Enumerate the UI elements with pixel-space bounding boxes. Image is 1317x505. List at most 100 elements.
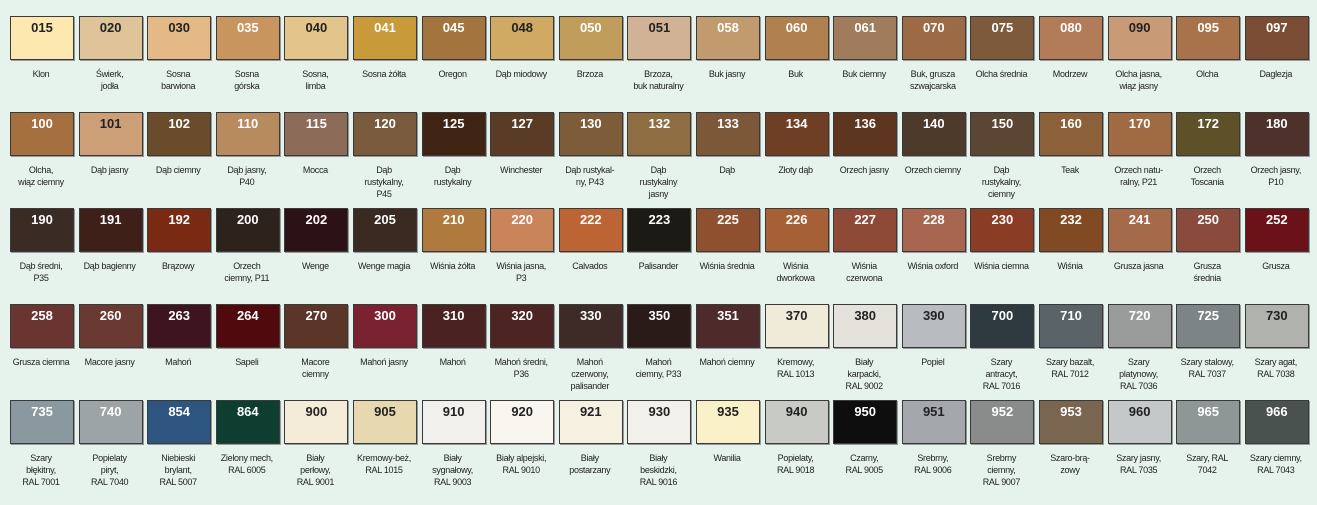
swatch-name: Dąb rustykalny, P45 xyxy=(364,165,404,199)
swatch: 960 xyxy=(1107,400,1172,444)
swatch: 905 xyxy=(353,400,417,444)
swatch: 132 xyxy=(627,112,692,156)
swatch-name: Olcha jasna, wiąz jasny xyxy=(1115,69,1162,91)
swatch-code: 202 xyxy=(305,212,328,227)
swatch-code: 953 xyxy=(1060,404,1082,419)
swatch-code: 725 xyxy=(1197,308,1220,323)
swatch: 170 xyxy=(1107,112,1172,156)
swatch-code: 127 xyxy=(511,116,534,131)
swatch-code: 192 xyxy=(168,212,191,227)
swatch-code: 180 xyxy=(1265,116,1288,131)
swatch: 370 xyxy=(764,304,829,348)
swatch-code: 015 xyxy=(31,20,53,35)
swatch: 090 xyxy=(1107,16,1172,60)
swatch-name: Sosna barwiona xyxy=(161,69,196,91)
swatch-code: 320 xyxy=(511,308,534,323)
swatch: 264 xyxy=(215,304,280,348)
swatch-name: Kremowy-beż, RAL 1015 xyxy=(357,453,411,475)
swatch: 300 xyxy=(353,304,417,348)
swatch: 051 xyxy=(627,16,692,60)
swatch-name: Modrzew xyxy=(1052,69,1088,79)
swatch: 102 xyxy=(147,112,212,156)
swatch: 160 xyxy=(1039,112,1103,156)
swatch: 210 xyxy=(421,208,486,252)
swatch-name: Kremowy, RAL 1013 xyxy=(776,357,815,379)
swatch-name: Mahoń ciemny xyxy=(699,357,755,367)
swatch-name: Szary ciemny, RAL 7043 xyxy=(1249,453,1302,475)
swatch: 965 xyxy=(1176,400,1241,444)
swatch: 966 xyxy=(1244,400,1309,444)
swatch: 015 xyxy=(10,16,74,60)
swatch-code: 230 xyxy=(991,212,1014,227)
swatch-name: Klon xyxy=(32,69,50,79)
swatch: 351 xyxy=(696,304,760,348)
swatch-name: Buk xyxy=(788,69,803,79)
swatch: 030 xyxy=(147,16,212,60)
swatch-name: Macore ciemny xyxy=(301,357,330,379)
swatch-code: 735 xyxy=(31,404,53,419)
swatch-code: 220 xyxy=(511,212,534,227)
swatch-code: 264 xyxy=(236,308,259,323)
swatch-name: Popiel xyxy=(921,357,945,367)
swatch: 041 xyxy=(353,16,417,60)
swatch-code: 940 xyxy=(785,404,808,419)
swatch-code: 160 xyxy=(1060,116,1082,131)
swatch-name: Orzech ciemny xyxy=(904,165,961,175)
swatch-code: 080 xyxy=(1060,20,1082,35)
swatch-code: 095 xyxy=(1197,20,1220,35)
swatch-code: 351 xyxy=(717,308,739,323)
swatch-name: Szary stalowy, RAL 7037 xyxy=(1180,357,1234,379)
swatch: 130 xyxy=(558,112,623,156)
swatch-name: Winchester xyxy=(500,165,543,175)
swatch: 920 xyxy=(490,400,555,444)
swatch-code: 070 xyxy=(922,20,945,35)
swatch: 115 xyxy=(284,112,349,156)
swatch-code: 097 xyxy=(1265,20,1288,35)
swatch-code: 390 xyxy=(922,308,945,323)
swatch-name: Dąb bagienny xyxy=(83,261,136,271)
swatch-code: 370 xyxy=(785,308,808,323)
swatch: 075 xyxy=(970,16,1035,60)
swatch: 854 xyxy=(147,400,212,444)
swatch: 020 xyxy=(78,16,143,60)
swatch: 232 xyxy=(1039,208,1103,252)
swatch-code: 960 xyxy=(1128,404,1151,419)
swatch-code: 030 xyxy=(168,20,191,35)
swatch: 380 xyxy=(833,304,898,348)
swatch: 730 xyxy=(1244,304,1309,348)
swatch-code: 130 xyxy=(579,116,602,131)
swatch-name: Dąb miodowy xyxy=(495,69,548,79)
swatch: 035 xyxy=(215,16,280,60)
swatch-code: 040 xyxy=(305,20,328,35)
swatch-code: 190 xyxy=(31,212,53,227)
swatch-code: 050 xyxy=(579,20,602,35)
swatch: 150 xyxy=(970,112,1035,156)
swatch-name: Dąb jasny, P40 xyxy=(227,165,267,187)
swatch: 134 xyxy=(764,112,829,156)
swatch-name: Srebrny, RAL 9006 xyxy=(914,453,952,475)
swatch-name: Biały postarzany xyxy=(569,453,611,475)
swatch-code: 864 xyxy=(236,404,259,419)
swatch: 101 xyxy=(78,112,143,156)
swatch-name: Olcha xyxy=(1196,69,1219,79)
swatch: 953 xyxy=(1039,400,1103,444)
swatch: 252 xyxy=(1244,208,1309,252)
swatch-code: 223 xyxy=(648,212,671,227)
swatch-code: 060 xyxy=(785,20,808,35)
swatch: 226 xyxy=(764,208,829,252)
swatch-name: Dąb jasny xyxy=(90,165,129,175)
swatch: 180 xyxy=(1244,112,1309,156)
swatch-code: 350 xyxy=(648,308,671,323)
swatch-code: 965 xyxy=(1197,404,1220,419)
swatch-code: 090 xyxy=(1128,20,1151,35)
swatch: 220 xyxy=(490,208,555,252)
swatch-name: Złoty dąb xyxy=(778,165,813,175)
swatch: 910 xyxy=(421,400,486,444)
swatch-name: Mahoń średni, P36 xyxy=(494,357,548,379)
swatch-code: 051 xyxy=(648,20,671,35)
swatch: 200 xyxy=(215,208,280,252)
swatch-name: Biały beskidzki, RAL 9016 xyxy=(639,453,678,487)
swatch: 951 xyxy=(901,400,966,444)
swatch-code: 951 xyxy=(922,404,945,419)
swatch: 045 xyxy=(421,16,486,60)
